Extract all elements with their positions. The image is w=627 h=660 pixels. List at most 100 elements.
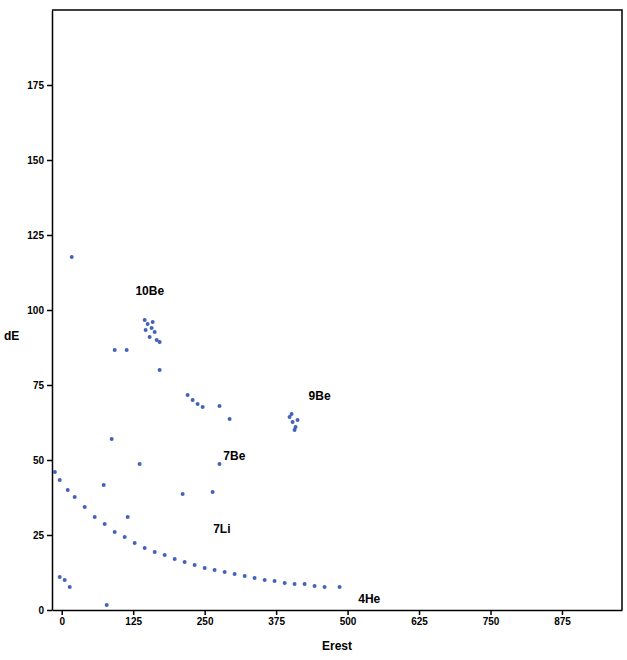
tick: 75 — [33, 380, 52, 391]
point — [186, 393, 190, 397]
tick-label: 375 — [268, 616, 285, 627]
tick-mark — [47, 385, 52, 387]
tick: 875 — [554, 610, 571, 627]
x-axis: 0 125 250 375 500 625 750 875 — [53, 610, 623, 627]
tick-mark — [347, 610, 349, 615]
point — [243, 574, 247, 578]
point — [193, 563, 197, 567]
point — [291, 420, 295, 424]
point — [150, 326, 154, 330]
tick: 125 — [125, 610, 142, 627]
tick: 50 — [33, 455, 52, 466]
tick-label: 750 — [483, 616, 500, 627]
point — [191, 398, 195, 402]
point — [143, 546, 147, 550]
tick-mark — [47, 460, 52, 462]
point — [105, 603, 109, 607]
point — [290, 412, 294, 416]
annotation: 10Be — [135, 284, 164, 298]
tick-label: 500 — [340, 616, 357, 627]
point — [138, 462, 142, 466]
tick-label: 25 — [33, 530, 45, 541]
point — [113, 530, 117, 534]
tick-mark — [47, 535, 52, 537]
tick: 25 — [33, 530, 52, 541]
point — [293, 428, 297, 432]
tick-label: 50 — [33, 455, 45, 466]
tick: 150 — [27, 155, 52, 166]
y-axis: 0255075100125150175 — [27, 11, 52, 616]
tick-mark — [47, 85, 52, 87]
point — [158, 368, 162, 372]
point — [58, 575, 62, 579]
tick-mark — [47, 610, 52, 612]
point — [110, 437, 114, 441]
point — [83, 505, 87, 509]
tick-mark — [133, 610, 135, 615]
tick-mark — [61, 610, 63, 615]
annotation: 9Be — [309, 389, 331, 403]
point — [323, 585, 327, 589]
tick-label: 100 — [27, 305, 44, 316]
tick: 100 — [27, 305, 52, 316]
tick: 500 — [340, 610, 357, 627]
point — [144, 328, 148, 332]
point — [273, 579, 277, 583]
tick: 0 — [38, 605, 52, 616]
axis-line — [53, 610, 623, 612]
tick-mark — [204, 610, 206, 615]
point — [228, 417, 232, 421]
point — [233, 572, 237, 576]
tick-label: 150 — [27, 155, 44, 166]
point — [113, 348, 117, 352]
annotation: 7Be — [223, 449, 245, 463]
tick-label: 875 — [554, 616, 571, 627]
tick-mark — [47, 310, 52, 312]
tick-mark — [47, 160, 52, 162]
point — [218, 462, 222, 466]
points — [53, 255, 342, 607]
point — [173, 557, 177, 561]
point — [203, 566, 207, 570]
point — [196, 402, 200, 406]
tick-label: 250 — [197, 616, 214, 627]
plot-area: 0125250375500625750875025507510012515017… — [27, 10, 622, 627]
point — [70, 255, 74, 259]
frame — [52, 10, 622, 610]
tick-label: 175 — [27, 80, 44, 91]
point — [68, 585, 72, 589]
tick-label: 625 — [411, 616, 428, 627]
point — [53, 470, 57, 474]
point — [201, 405, 205, 409]
point — [181, 492, 185, 496]
point — [223, 570, 227, 574]
point — [146, 322, 150, 326]
tick-label: 0 — [59, 616, 65, 627]
point — [263, 578, 267, 582]
tick: 250 — [197, 610, 214, 627]
tick-mark — [490, 610, 492, 615]
point — [148, 335, 152, 339]
point — [58, 478, 62, 482]
point — [183, 560, 187, 564]
point — [218, 404, 222, 408]
point — [63, 578, 67, 582]
point — [213, 568, 217, 572]
point — [296, 418, 300, 422]
point — [303, 582, 307, 586]
chart: 0125250375500625750875025507510012515017… — [0, 0, 627, 660]
point — [133, 541, 137, 545]
point — [313, 584, 317, 588]
point — [123, 535, 127, 539]
point — [153, 330, 157, 334]
point — [338, 585, 342, 589]
annotation: 7Li — [213, 522, 230, 536]
tick-label: 75 — [33, 380, 45, 391]
point — [163, 553, 167, 557]
point — [93, 515, 97, 519]
point — [211, 490, 215, 494]
tick: 0 — [59, 610, 65, 627]
tick-label: 0 — [38, 605, 44, 616]
point — [253, 576, 257, 580]
point — [126, 515, 130, 519]
